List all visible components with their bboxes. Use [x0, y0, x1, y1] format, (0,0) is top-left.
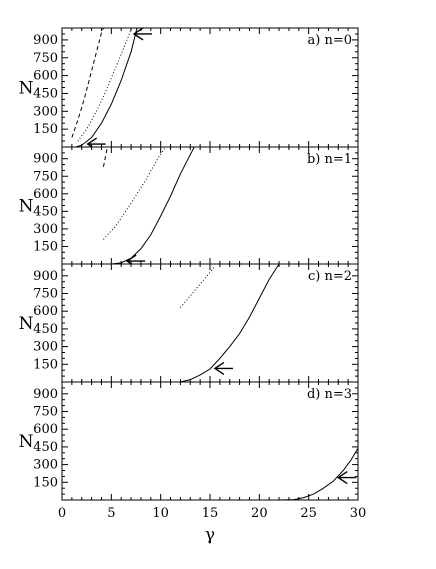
- y-axis-title: N: [19, 432, 34, 452]
- y-tick-label: 900: [33, 33, 58, 48]
- panel-label: c) n=2: [308, 269, 352, 284]
- y-tick-label: 900: [33, 387, 58, 402]
- panel-label: a) n=0: [308, 33, 353, 48]
- arrow-marker: [125, 254, 146, 264]
- y-tick-label: 300: [33, 222, 58, 237]
- series-group: [180, 264, 280, 382]
- series-line-solid: [111, 147, 195, 264]
- x-tick-label: 0: [58, 506, 66, 521]
- y-tick-label: 150: [33, 239, 58, 254]
- y-tick-label: 900: [33, 152, 58, 167]
- x-tick-label: 25: [300, 506, 317, 521]
- y-tick-label: 450: [33, 86, 58, 101]
- series-line-dashed: [71, 28, 104, 138]
- y-tick-label: 900: [33, 269, 58, 284]
- y-tick-label: 750: [33, 287, 58, 302]
- y-tick-label: 150: [33, 475, 58, 490]
- panel-label: b) n=1: [307, 152, 352, 167]
- y-tick-label: 450: [33, 322, 58, 337]
- panel-label: d) n=3: [307, 387, 352, 402]
- y-axis-title: N: [19, 314, 34, 334]
- y-tick-label: 750: [33, 51, 58, 66]
- arrow-marker: [337, 470, 357, 485]
- y-tick-label: 750: [33, 405, 58, 420]
- series-group: [279, 447, 358, 500]
- y-axis-title: N: [19, 79, 34, 99]
- y-tick-label: 300: [33, 104, 58, 119]
- x-axis-title: γ: [205, 525, 215, 545]
- series-line-dashed: [102, 147, 108, 167]
- arrow-marker: [213, 361, 233, 376]
- series-line-dotted: [103, 147, 167, 240]
- y-tick-label: 150: [33, 357, 58, 372]
- x-tick-label: 20: [251, 506, 268, 521]
- x-tick-label: 15: [202, 506, 219, 521]
- y-tick-label: 600: [33, 304, 58, 319]
- x-tick-label: 5: [107, 506, 115, 521]
- panel-0: 150 300 450 600 750 900 Na) n=0: [19, 27, 359, 148]
- series-line-solid: [279, 447, 358, 500]
- series-line-solid: [75, 28, 138, 147]
- panel-2: 150 300 450 600 750 900 Nc) n=2: [19, 263, 359, 383]
- series-line-solid: [180, 264, 280, 382]
- x-tick-label: 10: [152, 506, 169, 521]
- panel-1: 150 300 450 600 750 900 Nb) n=1: [19, 146, 359, 265]
- y-tick-label: 600: [33, 69, 58, 84]
- arrow-marker: [86, 137, 106, 147]
- panel-3: 150 300 450 600 750 900 Nd) n=3 0 5 10 15 20 25 30 γ: [19, 381, 367, 545]
- series-line-dotted: [180, 266, 216, 308]
- y-tick-label: 600: [33, 422, 58, 437]
- y-tick-label: 750: [33, 169, 58, 184]
- series-line-dotted: [77, 29, 132, 142]
- y-tick-label: 300: [33, 458, 58, 473]
- arrow-marker: [132, 28, 153, 41]
- y-tick-label: 450: [33, 204, 58, 219]
- y-axis-title: N: [19, 197, 34, 217]
- series-group: [102, 147, 195, 264]
- y-tick-label: 450: [33, 440, 58, 455]
- y-tick-label: 300: [33, 340, 58, 355]
- x-tick-label: 30: [350, 506, 367, 521]
- series-group: [71, 28, 153, 147]
- y-tick-label: 600: [33, 187, 58, 202]
- y-tick-label: 150: [33, 122, 58, 137]
